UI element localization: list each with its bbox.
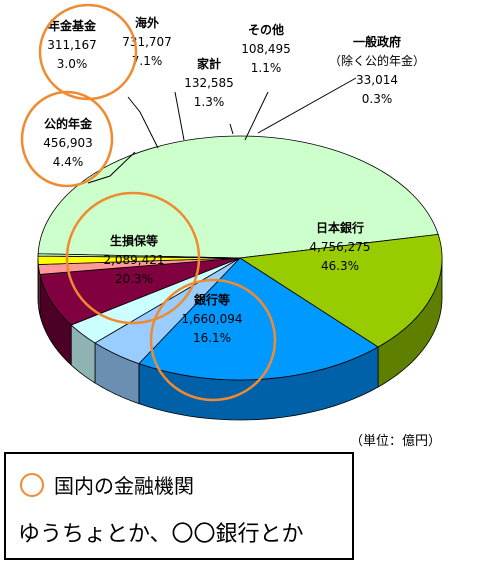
slice-value-label: 0.3% [362,92,393,106]
slice-name-label: 海外 [135,15,159,30]
pie-slice [37,135,439,259]
leader-line [87,151,136,184]
leader-line [229,123,234,135]
pie-top [37,135,443,381]
slice-name-label: 生損保等 [110,233,158,248]
legend-circle-label: 国内の金融機関 [54,474,194,498]
slice-labels: 日本銀行 4,756,275 46.3% 銀行等 1,660,094 16.1% 生損保等 2… [43,15,425,345]
pie-sides [37,257,443,421]
legend-box: 国内の金融機関 ゆうちょとか、〇〇銀行とか [4,452,354,560]
slice-value-label: 132,585 [184,76,234,90]
highlight-circle [65,191,201,325]
slice-label: 生損保等 2,089,421 20.3% [103,233,164,286]
slice-value-label: （除く公的年金） [329,53,425,68]
slice-value-label: 2,089,421 [103,253,164,267]
slice-name-label: 銀行等 [193,292,230,307]
slice-name-label: 公的年金 [44,116,93,131]
slice-value-label: 4.4% [53,155,84,169]
slice-label: 年金基金 311,167 3.0% [47,18,97,71]
legend-row: 国内の金融機関 [20,470,194,499]
leader-line [244,91,269,141]
pie-slice [37,253,241,259]
slice-name-label: 一般政府 [353,34,401,49]
orange-circle-icon [20,472,44,497]
slice-value-label: 108,495 [241,42,291,56]
slice-value-label: 4,756,275 [309,240,370,254]
leader-line [174,91,185,141]
slice-value-label: 7.1% [132,54,163,68]
slice-value-label: 46.3% [321,259,359,273]
slice-label: 家計 132,585 1.3% [184,56,234,109]
slice-value-label: 456,903 [43,136,93,150]
leader-lines [87,77,357,184]
leader-line [257,77,357,134]
slice-value-label: 3.0% [57,57,88,71]
highlight-circle [149,278,277,402]
slice-name-label: 日本銀行 [316,220,364,235]
slice-value-label: 731,707 [122,35,172,49]
slice-label: 海外 731,707 7.1% [122,15,172,68]
slice-value-label: 33,014 [356,73,398,87]
slice-name-label: 家計 [197,56,221,71]
slice-value-label: 20.3% [115,272,153,286]
slice-label: その他 108,495 1.1% [241,22,291,75]
slice-value-label: 1,660,094 [181,312,242,326]
slice-name-label: その他 [248,22,284,37]
legend-note: ゆうちょとか、〇〇銀行とか [18,522,304,547]
slice-value-label: 1.1% [251,61,282,75]
slice-label: 一般政府 （除く公的年金） 33,014 0.3% [329,34,425,106]
pie-chart: 日本銀行 4,756,275 46.3% 銀行等 1,660,094 16.1% 生損保等 2… [20,3,443,421]
slice-label: 公的年金 456,903 4.4% [43,116,93,169]
slice-name-label: 年金基金 [48,18,97,33]
highlight-circle [20,90,114,188]
pie-slice [238,233,443,348]
slice-label: 日本銀行 4,756,275 46.3% [309,220,370,273]
pie-slice [138,257,379,381]
slice-value-label: 311,167 [47,38,97,52]
highlight-circle [38,3,138,101]
slice-label: 銀行等 1,660,094 16.1% [181,292,242,345]
leader-line [127,96,159,149]
highlight-circles [20,3,277,402]
slice-value-label: 16.1% [193,331,231,345]
slice-value-label: 1.3% [194,95,225,109]
unit-label: （単位：億円） [350,434,442,449]
